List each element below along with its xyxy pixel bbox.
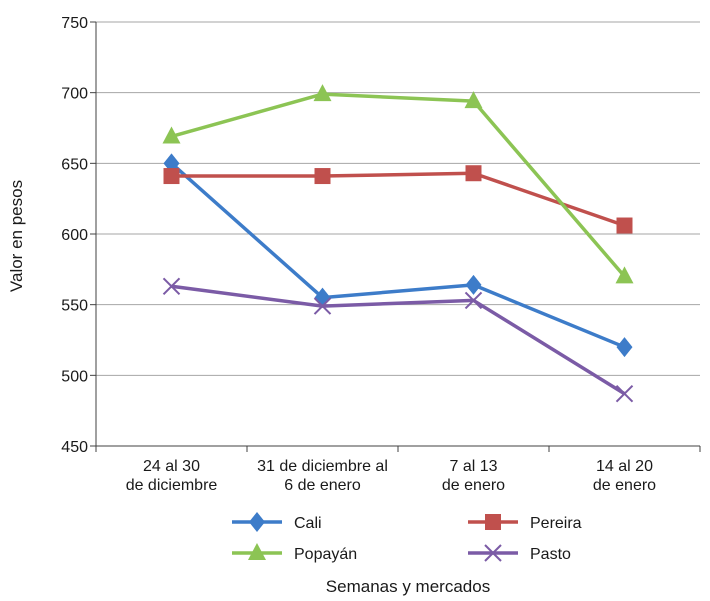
x-tick-label-line: 31 de diciembre al (257, 458, 388, 475)
series-line-cali (170, 162, 626, 349)
y-tick-label: 500 (61, 368, 88, 385)
legend-marker (485, 514, 501, 530)
data-point-pereira (616, 217, 633, 234)
data-point-pereira (314, 168, 331, 185)
legend-marker (484, 544, 502, 562)
legend-item-pasto: Pasto (468, 544, 571, 563)
x-tick-label: 14 al 20 de enero (593, 458, 656, 494)
data-point-pasto (464, 291, 483, 310)
legend-label: Cali (294, 515, 322, 532)
series-pereira (163, 165, 633, 234)
y-tick-label: 550 (61, 298, 88, 315)
x-tick-label-line: de diciembre (126, 477, 218, 494)
x-tick-label-line: 14 al 20 (596, 458, 653, 475)
x-tick-label-line: de enero (593, 477, 656, 494)
legend: Cali Pereira Popayán Pasto (232, 512, 582, 563)
legend-label: Pasto (530, 546, 571, 563)
data-point-pasto-stroke (313, 297, 332, 315)
y-axis-label: Valor en pesos (7, 180, 26, 292)
y-tick-label: 700 (61, 86, 88, 103)
y-tick-label: 750 (61, 15, 88, 32)
data-point-popayan (615, 266, 634, 284)
data-point-cali (616, 337, 633, 358)
x-tick-label-line: de enero (442, 477, 505, 494)
data-point-pereira (163, 168, 180, 185)
legend-marker-stroke (484, 544, 502, 562)
y-tick-label: 600 (61, 227, 88, 244)
data-point-pasto (162, 277, 181, 296)
data-point-pereira (465, 165, 482, 182)
x-tick-label-line: 7 al 13 (449, 458, 497, 475)
legend-item-pereira: Pereira (468, 514, 582, 532)
x-axis-label: Semanas y mercados (326, 577, 490, 596)
data-point-pasto (615, 384, 634, 403)
x-tick-labels: 24 al 30 de diciembre 31 de diciembre al 6 … (95, 446, 701, 494)
legend-label: Popayán (294, 546, 357, 563)
y-tick-label: 650 (61, 156, 88, 173)
data-point-cali (465, 274, 482, 295)
series-line-pereira (171, 171, 626, 228)
data-point-pasto-stroke (162, 277, 181, 296)
x-tick-label: 24 al 30 de diciembre (126, 458, 218, 494)
x-tick-label: 31 de diciembre al 6 de enero (257, 458, 388, 494)
legend-label: Pereira (530, 515, 582, 532)
data-point-popayan (162, 126, 181, 144)
legend-marker (248, 543, 266, 560)
series-popayan (162, 84, 634, 284)
data-point-pasto (313, 297, 332, 315)
legend-marker (249, 512, 265, 532)
y-tick-label: 450 (61, 439, 88, 456)
series-cali (163, 153, 633, 358)
series-line-pasto (171, 284, 626, 396)
x-tick-label-line: 6 de enero (284, 477, 361, 494)
y-tick-labels: 450 500 550 600 650 700 750 (61, 15, 96, 456)
series-line-popayan (171, 92, 626, 278)
legend-item-cali: Cali (232, 512, 322, 532)
x-tick-label: 7 al 13 de enero (442, 458, 505, 494)
data-point-popayan (313, 84, 332, 102)
data-point-pasto-stroke (464, 291, 483, 310)
x-tick-label-line: 24 al 30 (143, 458, 200, 475)
series-group (162, 84, 634, 403)
legend-item-popayan: Popayán (232, 543, 357, 563)
data-point-pasto-stroke (615, 384, 634, 403)
data-point-popayan (464, 91, 483, 109)
gridlines (96, 21, 700, 376)
series-pasto (162, 277, 634, 403)
